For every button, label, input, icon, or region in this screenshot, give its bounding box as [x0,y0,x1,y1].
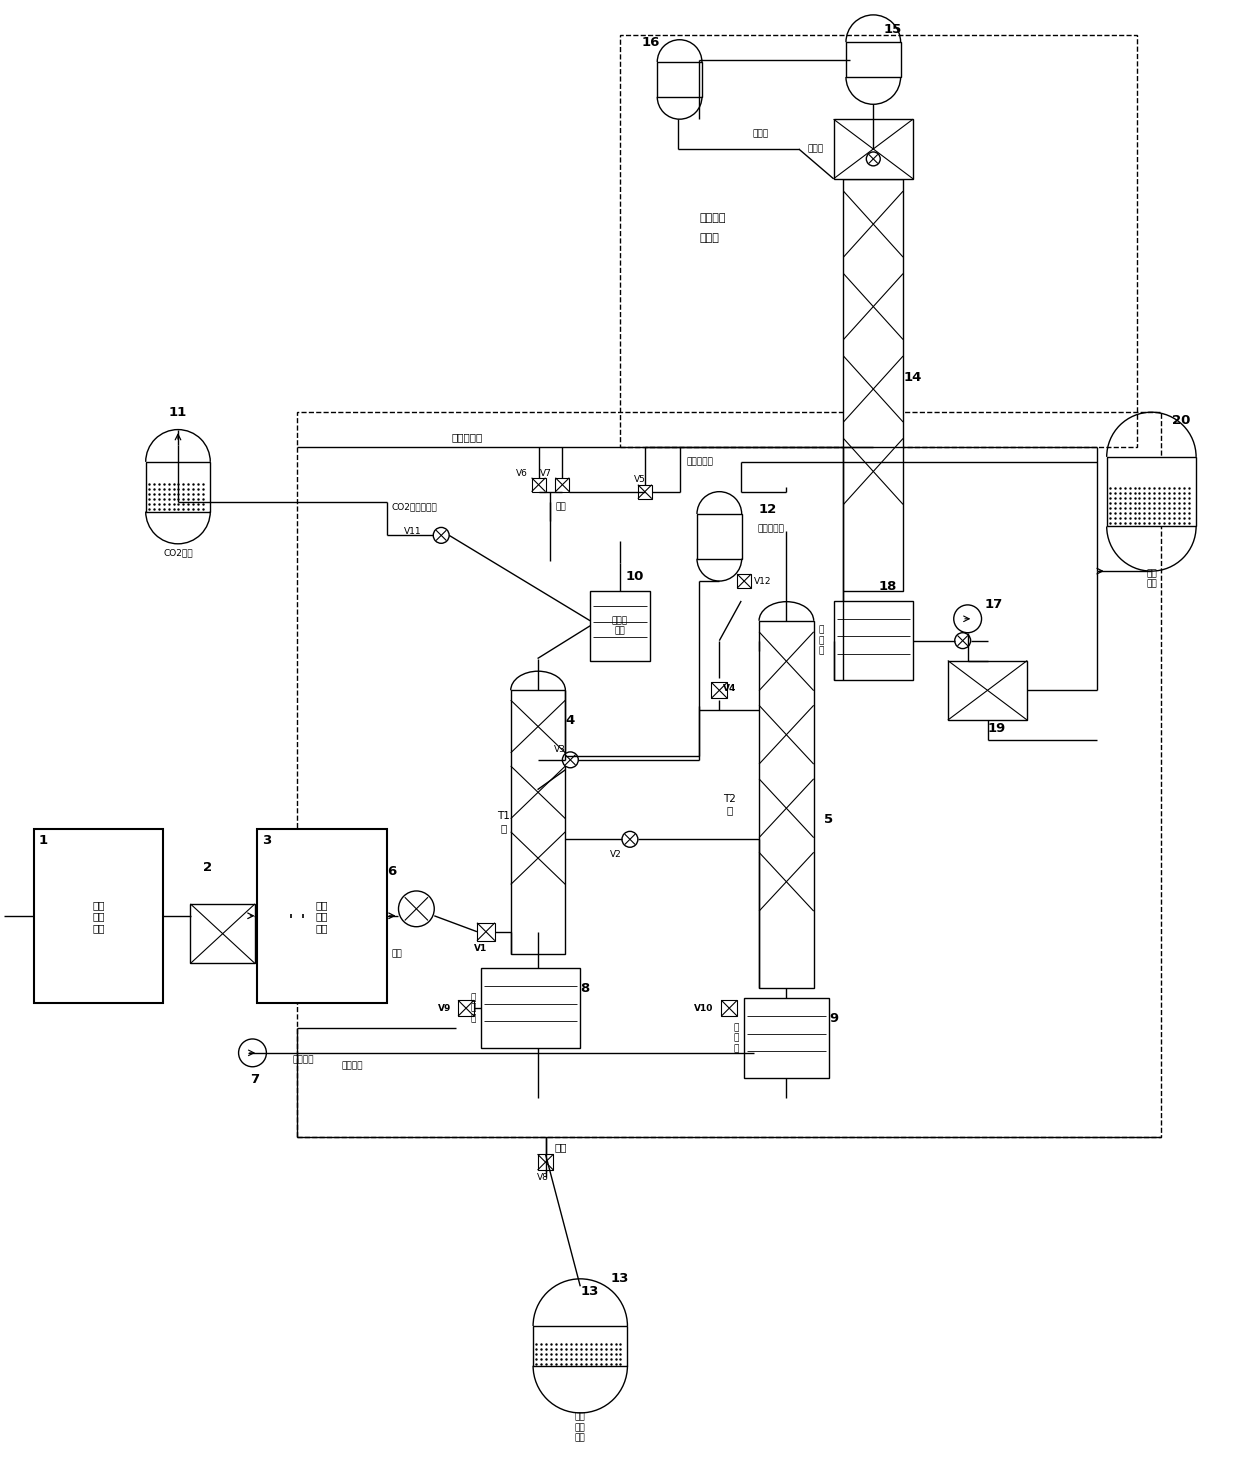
Text: V12: V12 [754,577,771,586]
Bar [33,829,164,1003]
Text: CO2储罐: CO2储罐 [164,549,192,558]
Text: V4: V4 [723,684,737,693]
Bar [947,661,1027,720]
Text: V6: V6 [516,469,528,478]
Bar [846,43,900,77]
Text: 纯系统: 纯系统 [699,233,719,243]
Text: 气氨管线: 气氨管线 [342,1062,363,1071]
Circle shape [867,152,880,165]
Circle shape [622,832,637,847]
Text: 气液分离器: 气液分离器 [758,524,784,532]
Text: 15: 15 [883,24,901,37]
Text: 冷凝器: 冷凝器 [753,130,769,139]
Circle shape [563,752,578,768]
Text: T1
塔: T1 塔 [497,811,510,833]
Text: 气氨管线: 气氨管线 [293,1055,314,1065]
Bar [722,1000,738,1016]
Text: V3: V3 [553,745,565,754]
Text: 气氨: 气氨 [392,948,402,959]
Text: 13: 13 [580,1285,599,1298]
Text: 废液
回收
储存: 废液 回收 储存 [575,1413,585,1443]
Bar [744,999,828,1078]
Bar [146,462,211,512]
Bar [833,119,913,178]
Bar [637,485,652,499]
Text: 20: 20 [1172,413,1190,426]
Bar [843,178,903,591]
Text: V11: V11 [404,527,422,535]
Text: 8: 8 [580,982,590,994]
Text: V9: V9 [438,1003,451,1013]
Bar [538,1153,553,1170]
Text: 5: 5 [825,813,833,826]
Text: V10: V10 [694,1003,713,1013]
Bar [759,621,813,988]
Text: 2: 2 [203,861,212,875]
Bar [712,683,728,698]
Bar [533,1326,627,1366]
Text: 顶部冷
凝器: 顶部冷 凝器 [611,617,629,636]
Circle shape [955,633,971,649]
Text: 19: 19 [987,721,1006,735]
Bar [590,591,650,661]
Bar [697,513,742,559]
Bar [258,829,387,1003]
Text: CO2产品去储罐: CO2产品去储罐 [392,502,438,510]
Text: 冷凝器: 冷凝器 [807,145,823,153]
Bar [738,574,751,589]
Circle shape [954,605,982,633]
Bar [191,904,255,963]
Bar [1107,457,1197,527]
Bar [532,478,546,491]
Text: 甲烷塔提: 甲烷塔提 [699,214,725,224]
Circle shape [238,1038,267,1066]
Text: 再
沸
器: 再 沸 器 [471,993,476,1024]
Text: 14: 14 [904,370,923,384]
Text: V1: V1 [475,944,487,953]
Bar [620,35,1137,447]
Bar [477,923,495,941]
Text: 17: 17 [985,599,1003,612]
Text: 1: 1 [38,835,48,847]
Bar [833,600,913,680]
Text: 3: 3 [263,835,272,847]
Text: 7: 7 [250,1074,259,1086]
Text: 原料
压缩
系统: 原料 压缩 系统 [92,900,104,932]
Text: 11: 11 [169,406,187,419]
Bar [458,1000,474,1016]
Text: 9: 9 [830,1012,838,1025]
Text: 再
沸
器: 再 沸 器 [818,625,823,655]
Bar [556,478,569,491]
Text: 富甲烷气体: 富甲烷气体 [686,457,713,466]
Text: 甲烷
储罐: 甲烷 储罐 [1146,569,1157,589]
Text: 6: 6 [387,864,397,878]
Bar [481,969,580,1047]
Text: 18: 18 [879,580,898,593]
Text: 废液: 废液 [554,1142,567,1152]
Text: 4: 4 [565,714,575,727]
Text: V7: V7 [539,469,552,478]
Circle shape [398,891,434,926]
Bar [511,690,565,953]
Text: V2: V2 [610,850,622,858]
Text: 废气: 废气 [556,502,565,510]
Text: T2
塔: T2 塔 [723,794,735,816]
Circle shape [433,528,449,543]
Bar [298,412,1162,1137]
Text: 10: 10 [626,569,644,583]
Text: 16: 16 [641,37,660,49]
Text: 废气去放空: 废气去放空 [451,432,482,442]
Text: 原料
净化
系统: 原料 净化 系统 [316,900,329,932]
Bar [657,62,702,97]
Text: 12: 12 [759,503,777,516]
Text: V5: V5 [634,475,646,484]
Text: 再
沸
器: 再 沸 器 [734,1024,739,1053]
Text: V8: V8 [537,1173,548,1181]
Text: 13: 13 [611,1271,629,1285]
